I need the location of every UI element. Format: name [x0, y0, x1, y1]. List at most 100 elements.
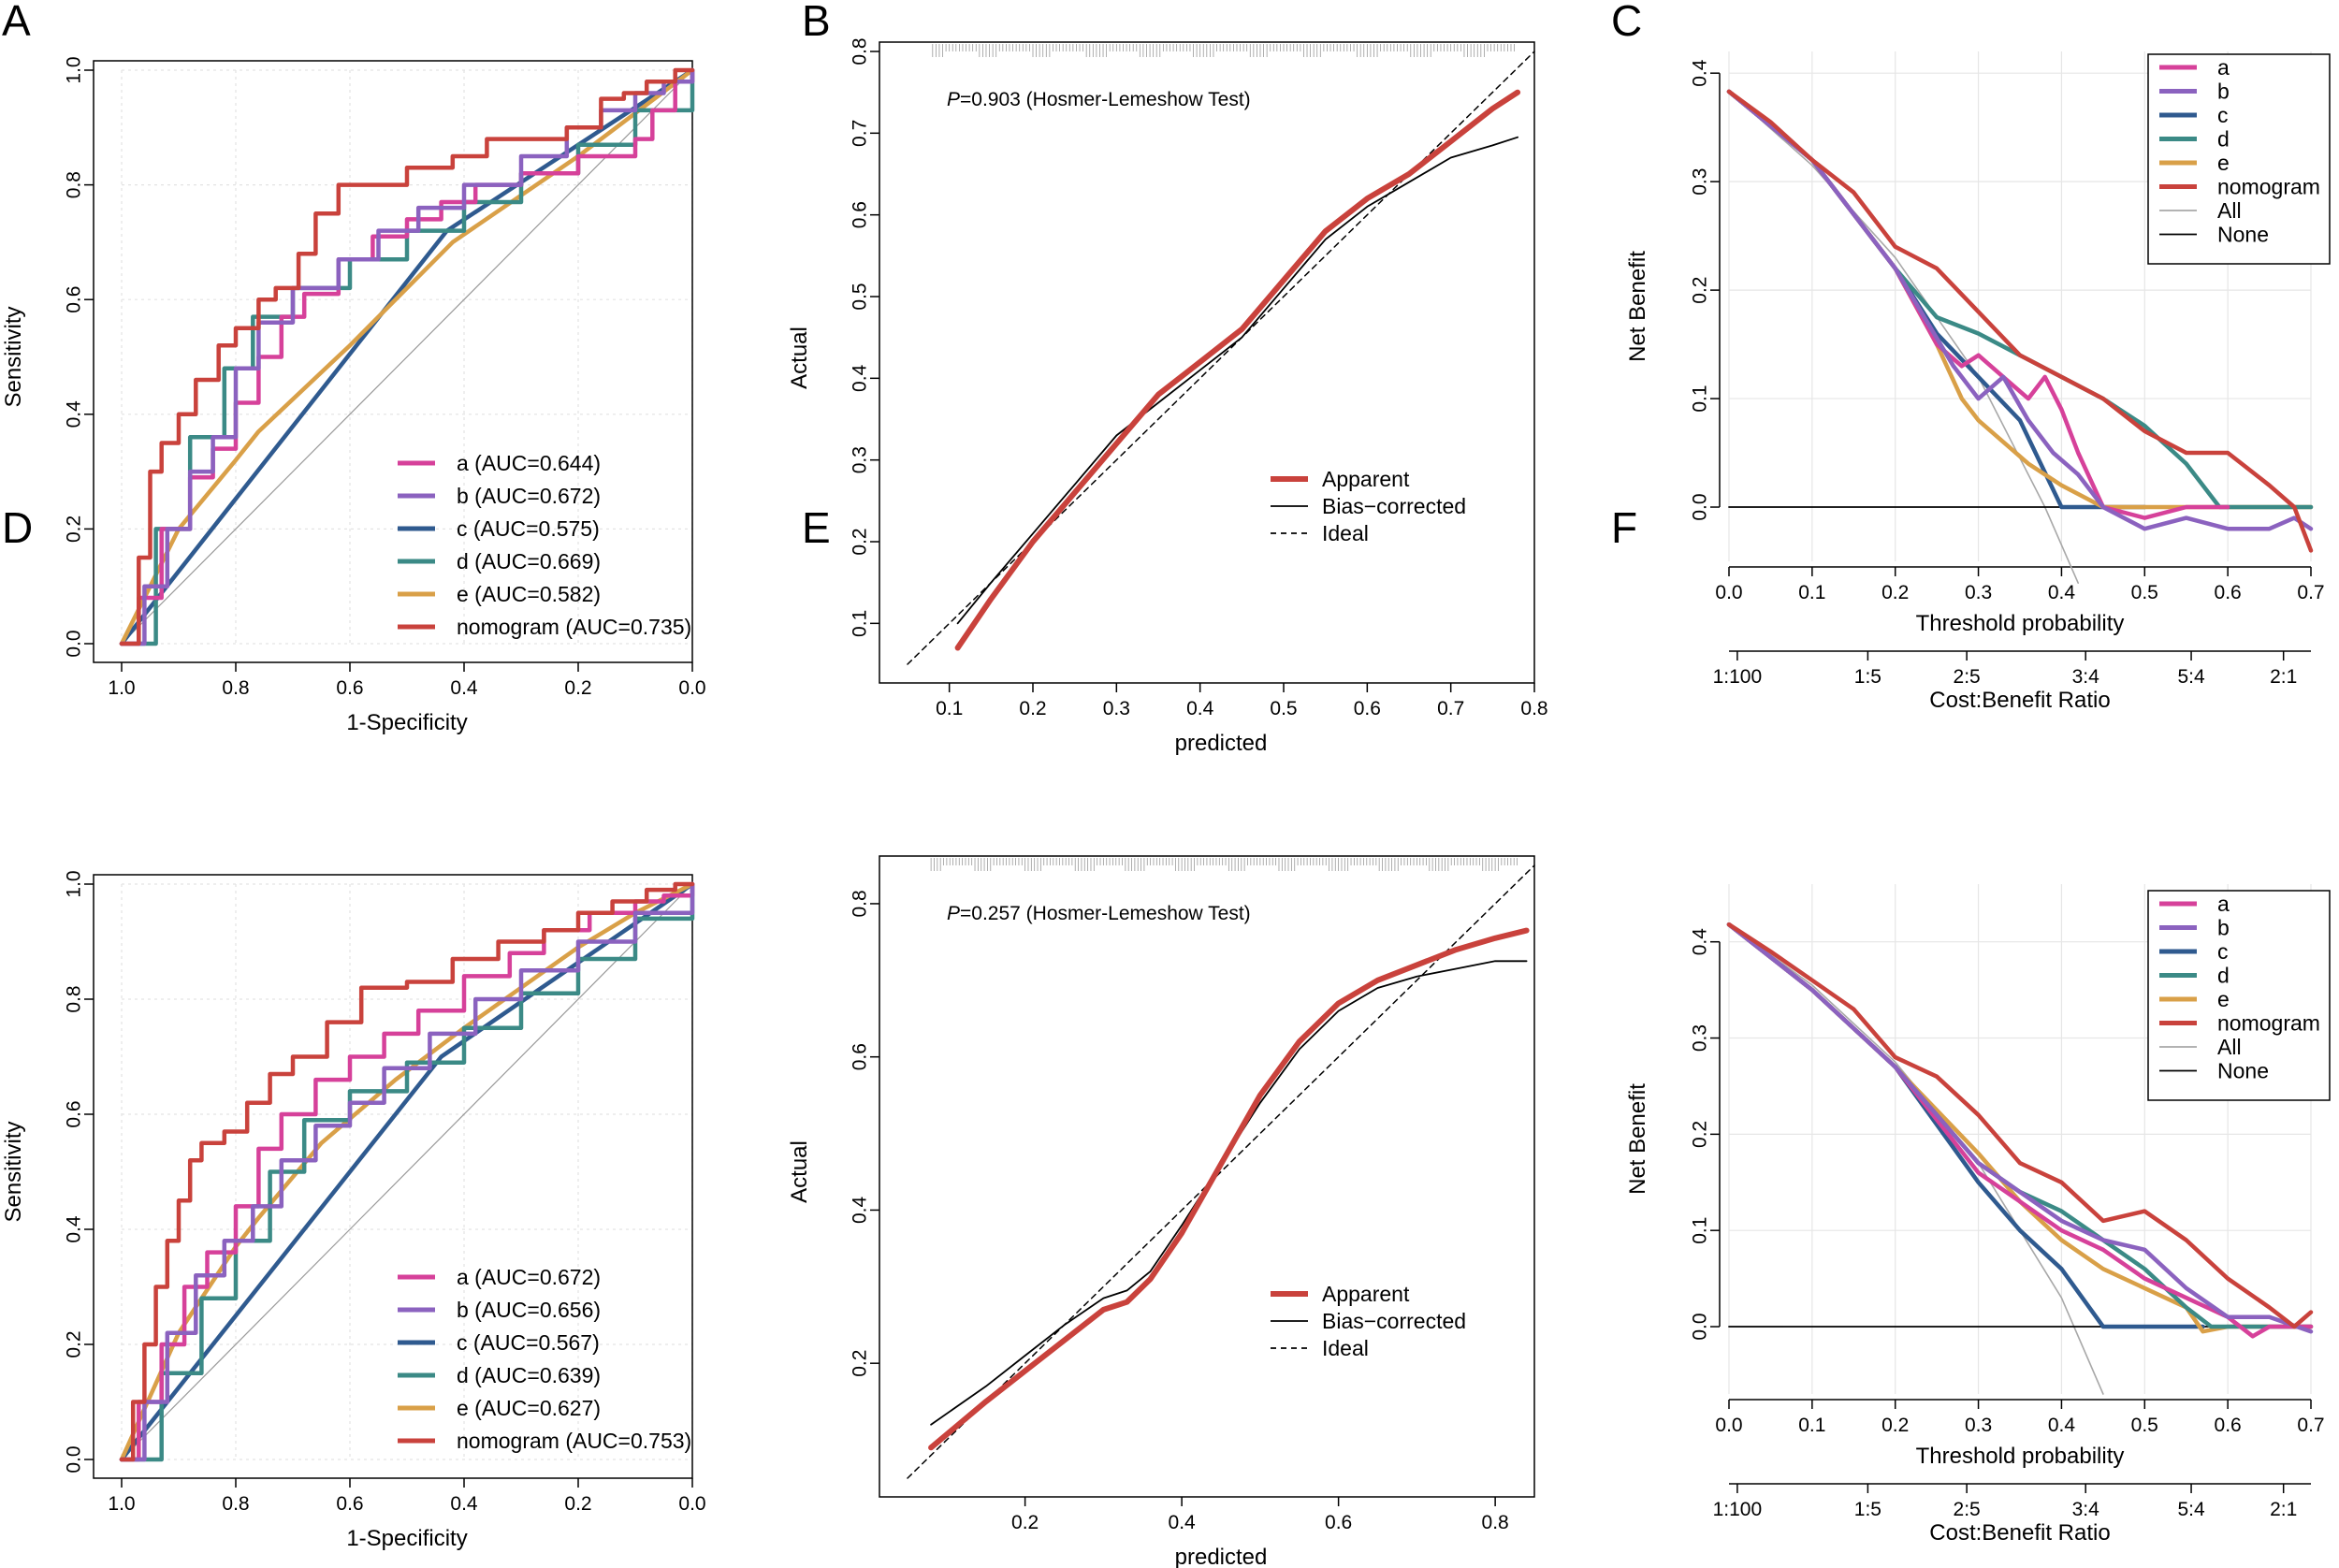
x-tick-label: 1.0	[108, 677, 135, 699]
legend-label-ideal: Ideal	[1322, 1336, 1369, 1360]
y-tick-label: 0.7	[849, 120, 870, 147]
legend-label-e: e	[2217, 987, 2230, 1011]
x-tick-label: 0.5	[2131, 582, 2158, 603]
y-tick-label: 0.4	[63, 400, 84, 428]
x-axis-label: Threshold probability	[1916, 611, 2125, 636]
y-axis-label: Sensitivity	[1, 1121, 26, 1222]
plot-frame	[93, 874, 693, 1479]
x-tick-label: 0.3	[1965, 582, 1992, 603]
y-tick-label: 0.0	[1689, 1313, 1710, 1340]
legend-label-all: All	[2217, 198, 2242, 223]
y-axis-label: Sensitivity	[1, 306, 26, 407]
y-tick-label: 0.2	[63, 1330, 84, 1357]
series-line-apparent	[928, 927, 1530, 1451]
legend-label-b: b (AUC=0.672)	[457, 484, 601, 508]
x-axis-label: Threshold probability	[1916, 1444, 2125, 1469]
y-tick-label: 1.0	[63, 56, 84, 83]
rug-marks	[930, 858, 1518, 871]
x-tick-label: 0.2	[1881, 1415, 1909, 1436]
x-tick-label: 0.2	[564, 677, 591, 699]
legend-label-e: e (AUC=0.627)	[457, 1396, 601, 1420]
series-line-ideal	[907, 864, 1535, 1479]
y-tick-label: 0.6	[63, 286, 84, 313]
y-tick-label: 0.4	[849, 364, 870, 392]
x-tick-label: 0.8	[1520, 698, 1547, 719]
rug-marks	[932, 44, 1515, 57]
x-axis-label: 1-Specificity	[346, 1526, 467, 1551]
x-tick-label: 0.0	[1715, 582, 1742, 603]
x-tick-label: 0.6	[336, 1493, 363, 1515]
y-tick-label: 0.2	[849, 1350, 870, 1377]
y-tick-label: 0.2	[849, 528, 870, 555]
x-axis-label: predicted	[1175, 1545, 1268, 1568]
y-tick-label: 0.2	[63, 515, 84, 543]
y-tick-label: 0.1	[849, 610, 870, 637]
legend-label-d: d	[2217, 964, 2230, 988]
panel-letter: A	[2, 0, 31, 45]
legend-label-ideal: Ideal	[1322, 521, 1369, 545]
panel-b-calibration-chart: B 0.1 0.2 0.3 0.4 0.5 0.6 0.7 0.8 0.1 0.2 0.3 0.4 0.5…	[787, 0, 1548, 756]
legend-label-c: c	[2217, 939, 2229, 964]
legend-label-a: a (AUC=0.672)	[457, 1265, 601, 1289]
panel-a-roc-chart: A 1.0 0.8 0.6 0.4 0.2 0.0 0.0 0.2 0.4 0.6 0.8 1.0 1-S…	[1, 0, 706, 735]
y-tick-label: 1.0	[63, 870, 84, 897]
legend-label-bias-corrected: Bias−corrected	[1322, 1309, 1466, 1333]
series-line-b	[119, 881, 695, 1462]
series-line-all	[1728, 923, 2104, 1395]
y-tick-label: 0.6	[63, 1100, 84, 1127]
y-tick-label: 0.0	[63, 630, 84, 657]
x-tick-label: 0.6	[1354, 698, 1381, 719]
series-line-b	[1726, 922, 2314, 1334]
x-tick-label: 0.6	[2215, 1415, 2242, 1436]
x-tick-label: 0.6	[2215, 582, 2242, 603]
legend-label-e: e (AUC=0.582)	[457, 582, 601, 606]
x-tick-label: 0.5	[2131, 1415, 2158, 1436]
series-line-b	[119, 67, 695, 646]
x-tick-label: 0.0	[1715, 1415, 1742, 1436]
x-tick-label: 0.1	[936, 698, 963, 719]
y-tick-label: 0.4	[63, 1215, 84, 1243]
legend-label-c: c (AUC=0.567)	[457, 1330, 600, 1355]
y-tick-label: 0.0	[63, 1445, 84, 1473]
x-tick-label: 0.4	[1186, 698, 1214, 719]
series-line-reference	[121, 69, 693, 645]
series-line-nomogram	[119, 881, 695, 1462]
y-tick-label: 0.4	[849, 1197, 870, 1225]
legend-label-b: b (AUC=0.656)	[457, 1298, 601, 1322]
x-tick-label: 0.7	[2297, 582, 2324, 603]
x-tick-label: 0.4	[450, 1493, 478, 1515]
x-tick-label: 0.7	[2297, 1415, 2324, 1436]
legend-label-nomogram: nomogram	[2217, 175, 2320, 199]
legend-label-b: b	[2217, 916, 2230, 940]
x-tick-label: 0.3	[1103, 698, 1130, 719]
x-tick-label: 0.4	[2048, 1415, 2076, 1436]
x-tick-label: 0.8	[222, 677, 249, 699]
y-tick-label: 0.5	[849, 283, 870, 310]
plot-frame	[879, 855, 1535, 1498]
y-axis-label: Net Benefit	[1625, 251, 1650, 362]
x-tick-label: 0.4	[2048, 582, 2076, 603]
p-symbol: P	[947, 903, 960, 924]
y-tick-label: 0.8	[63, 985, 84, 1012]
secondary-x-tick-label: 2:5	[1954, 666, 1981, 688]
panel-letter: F	[1611, 503, 1637, 552]
legend-label-nomogram: nomogram (AUC=0.753)	[457, 1429, 691, 1453]
legend: Apparent Bias−corrected Ideal	[1271, 1282, 1466, 1360]
p-symbol: P	[947, 89, 960, 110]
secondary-x-tick-label: 2:1	[2270, 1499, 2297, 1520]
x-tick-label: 0.4	[1169, 1512, 1197, 1533]
x-tick-label: 1.0	[108, 1493, 135, 1515]
x-tick-label: 0.7	[1437, 698, 1464, 719]
legend: a (AUC=0.644) b (AUC=0.672) c (AUC=0.575) d…	[398, 451, 691, 639]
y-axis-label: Net Benefit	[1625, 1083, 1650, 1195]
legend-label-c: c	[2217, 103, 2229, 127]
panel-c-decision-curve-chart: C 0.0 0.1 0.2 0.3 0.4 0.5 0.6 0.7 0.0 0.1 0.2 0.3 0.4…	[1611, 0, 2331, 713]
secondary-x-tick-label: 1:100	[1713, 1499, 1763, 1520]
series-line-nomogram	[1726, 89, 2314, 553]
series-line-ideal	[907, 51, 1535, 665]
panel-d-roc-chart: D 1.0 0.8 0.6 0.4 0.2 0.0 0.0 0.2 0.4 0.6 0.8 1.0 1-S…	[1, 503, 706, 1551]
series-line-c	[1726, 922, 2205, 1329]
y-tick-label: 0.8	[849, 37, 870, 65]
panel-letter: C	[1611, 0, 1642, 45]
